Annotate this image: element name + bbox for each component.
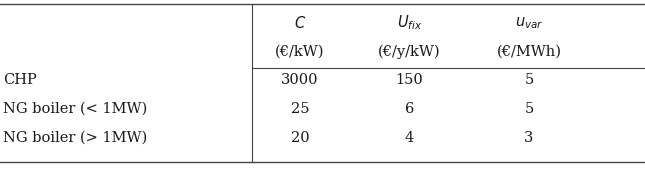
Text: (€/kW): (€/kW): [275, 45, 324, 59]
Text: 4: 4: [405, 131, 414, 145]
Text: 6: 6: [405, 102, 414, 116]
Text: (€/MWh): (€/MWh): [497, 45, 561, 59]
Text: $C$: $C$: [294, 15, 306, 31]
Text: 5: 5: [524, 73, 533, 87]
Text: 25: 25: [291, 102, 309, 116]
Text: $u_{var}$: $u_{var}$: [515, 15, 543, 31]
Text: (€/y/kW): (€/y/kW): [378, 45, 441, 59]
Text: 150: 150: [395, 73, 424, 87]
Text: NG boiler (< 1MW): NG boiler (< 1MW): [3, 102, 148, 116]
Text: 20: 20: [291, 131, 309, 145]
Text: 3000: 3000: [281, 73, 319, 87]
Text: NG boiler (> 1MW): NG boiler (> 1MW): [3, 131, 148, 145]
Text: CHP: CHP: [3, 73, 37, 87]
Text: 3: 3: [524, 131, 533, 145]
Text: 5: 5: [524, 102, 533, 116]
Text: $U_{fix}$: $U_{fix}$: [397, 14, 422, 32]
